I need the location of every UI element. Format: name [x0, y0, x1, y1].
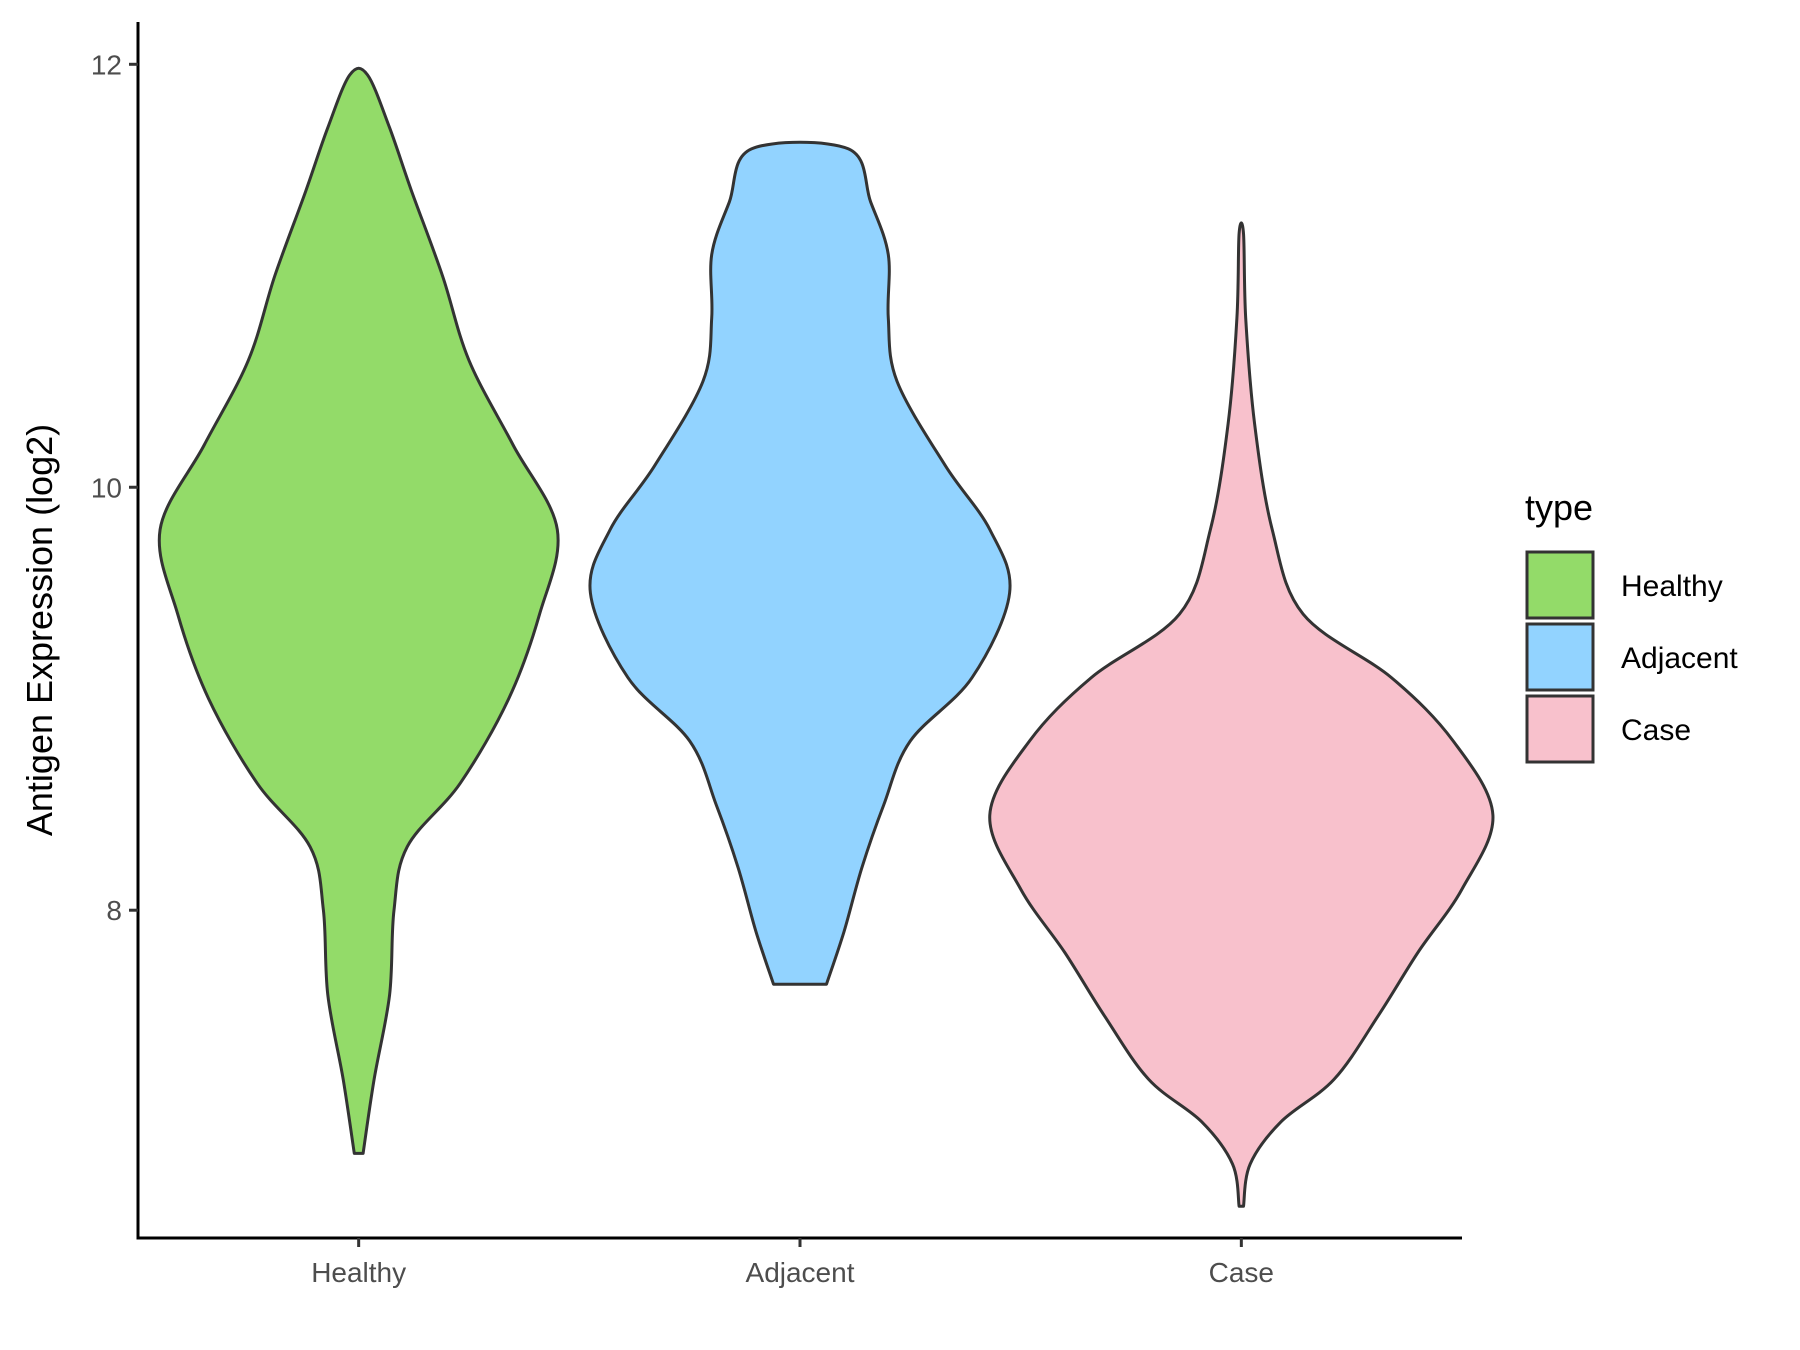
legend-label-healthy: Healthy — [1621, 570, 1723, 603]
legend-label-case: Case — [1621, 714, 1691, 747]
y-tick-label: 8 — [106, 895, 122, 926]
violin-case — [988, 221, 1495, 1208]
x-tick-label: Healthy — [311, 1257, 406, 1288]
x-tick-label: Case — [1209, 1257, 1274, 1288]
violin-healthy — [157, 66, 560, 1155]
legend-key-adjacent — [1525, 622, 1595, 692]
violin-layer — [157, 66, 1495, 1208]
legend-key-case — [1525, 694, 1595, 764]
legend: type Healthy Adjacent Case — [1525, 487, 1738, 764]
legend-label-adjacent: Adjacent — [1621, 642, 1738, 675]
axes: 8 10 12 Healthy Adjacent Case — [91, 22, 1462, 1288]
y-axis-title: Antigen Expression (log2) — [19, 424, 60, 836]
x-tick-label: Adjacent — [746, 1257, 855, 1288]
violin-adjacent — [588, 140, 1012, 986]
y-tick-label: 12 — [91, 49, 122, 80]
legend-title: type — [1525, 487, 1593, 528]
legend-key-healthy — [1525, 550, 1595, 620]
y-tick-label: 10 — [91, 472, 122, 503]
